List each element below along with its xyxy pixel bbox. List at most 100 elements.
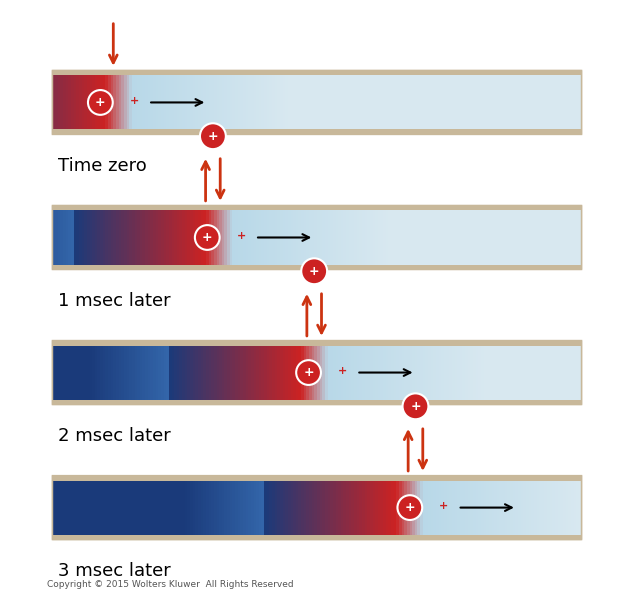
Bar (333, 346, 335, 400)
Bar (111, 211, 113, 265)
Bar (389, 481, 391, 535)
Bar (531, 346, 534, 400)
Bar (98, 75, 100, 130)
Bar (158, 346, 161, 400)
Bar (446, 481, 450, 535)
Bar (523, 211, 526, 265)
Bar (140, 346, 143, 400)
Bar (92, 481, 95, 535)
Bar (317, 481, 320, 535)
Bar (100, 75, 103, 130)
Bar (579, 481, 581, 535)
Bar (121, 346, 124, 400)
Bar (251, 75, 254, 130)
Bar (338, 346, 341, 400)
Bar (325, 211, 328, 265)
Bar (111, 346, 113, 400)
Bar (563, 211, 566, 265)
Bar (222, 211, 224, 265)
Bar (563, 481, 566, 535)
Bar (299, 346, 301, 400)
Bar (166, 346, 169, 400)
Circle shape (301, 258, 327, 284)
Bar (153, 346, 156, 400)
Bar (476, 211, 478, 265)
Bar (132, 211, 134, 265)
Bar (354, 211, 357, 265)
Bar (230, 75, 233, 130)
Bar (179, 481, 182, 535)
Circle shape (93, 0, 119, 14)
Bar (290, 75, 293, 130)
Bar (545, 346, 547, 400)
Bar (306, 346, 309, 400)
Bar (529, 75, 531, 130)
Bar (103, 211, 105, 265)
Bar (415, 481, 418, 535)
Bar (60, 481, 63, 535)
Bar (465, 75, 468, 130)
Bar (156, 481, 158, 535)
Bar (378, 481, 380, 535)
Bar (391, 211, 394, 265)
Bar (579, 75, 581, 130)
Bar (233, 75, 235, 130)
Bar (74, 481, 76, 535)
Bar (306, 481, 309, 535)
Bar (457, 481, 460, 535)
Bar (283, 481, 285, 535)
Bar (515, 346, 518, 400)
Bar (108, 75, 111, 130)
Bar (367, 211, 370, 265)
Bar (240, 481, 243, 535)
Bar (531, 481, 534, 535)
Bar (434, 211, 436, 265)
Bar (285, 481, 288, 535)
Bar (87, 211, 89, 265)
Bar (521, 346, 523, 400)
Bar (304, 346, 306, 400)
Bar (116, 211, 119, 265)
Bar (555, 75, 558, 130)
Bar (95, 75, 98, 130)
Bar (444, 481, 446, 535)
Bar (373, 75, 375, 130)
Bar (79, 75, 82, 130)
Bar (418, 346, 420, 400)
Bar (539, 481, 542, 535)
Bar (63, 481, 66, 535)
Bar (344, 481, 346, 535)
Bar (193, 75, 195, 130)
Bar (351, 211, 354, 265)
Bar (375, 211, 378, 265)
Bar (169, 75, 172, 130)
Bar (542, 75, 545, 130)
Text: 3 msec later: 3 msec later (58, 562, 171, 580)
Bar (434, 481, 436, 535)
Bar (489, 211, 491, 265)
Bar (473, 346, 476, 400)
Bar (301, 211, 304, 265)
Bar (322, 75, 325, 130)
Bar (351, 481, 354, 535)
Bar (470, 75, 473, 130)
Bar (478, 75, 481, 130)
Bar (420, 75, 423, 130)
Bar (230, 346, 233, 400)
Bar (296, 75, 299, 130)
Bar (534, 481, 536, 535)
Bar (460, 211, 462, 265)
Bar (407, 75, 410, 130)
Bar (317, 211, 320, 265)
Bar (296, 481, 299, 535)
Bar (470, 481, 473, 535)
Bar (452, 346, 455, 400)
Bar (441, 211, 444, 265)
Bar (63, 75, 66, 130)
Bar (568, 211, 571, 265)
Bar (245, 75, 249, 130)
Bar (518, 75, 521, 130)
Bar (465, 481, 468, 535)
Bar (290, 211, 293, 265)
Bar (153, 481, 156, 535)
